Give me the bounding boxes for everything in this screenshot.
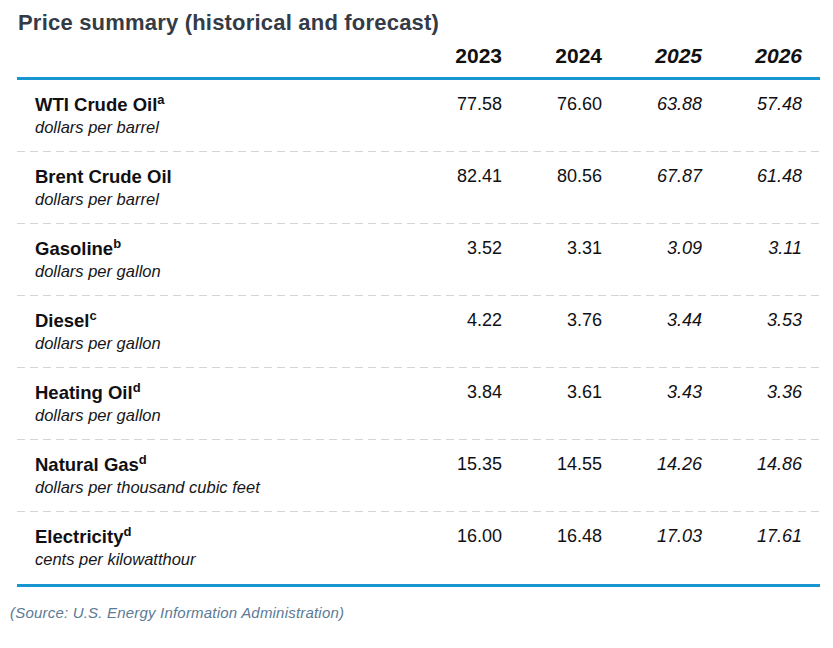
- table-row: Natural Gasddollars per thousand cubic f…: [17, 440, 820, 512]
- year-header-2024: 2024: [520, 38, 620, 79]
- price-value-2026: 17.61: [720, 512, 820, 586]
- year-header-row: 2023202420252026: [17, 38, 820, 79]
- price-value-2025: 67.87: [620, 152, 720, 224]
- commodity-label: Dieselc: [35, 309, 420, 332]
- price-value-2023: 77.58: [420, 79, 520, 153]
- price-value-2025: 17.03: [620, 512, 720, 586]
- price-value-2023: 4.22: [420, 296, 520, 368]
- table-row: WTI Crude Oiladollars per barrel77.5876.…: [17, 79, 820, 153]
- price-value-2026: 3.36: [720, 368, 820, 440]
- commodity-label: Natural Gasd: [35, 453, 420, 476]
- commodity-unit: dollars per gallon: [35, 332, 420, 356]
- commodity-label: WTI Crude Oila: [35, 93, 420, 116]
- price-value-2026: 14.86: [720, 440, 820, 512]
- corner-cell: [17, 38, 420, 79]
- price-value-2025: 63.88: [620, 79, 720, 153]
- price-value-2023: 3.84: [420, 368, 520, 440]
- footnote-marker: d: [139, 452, 147, 467]
- commodity-unit: cents per kilowatthour: [35, 548, 420, 572]
- commodity-unit: dollars per thousand cubic feet: [35, 476, 420, 500]
- footnote-marker: d: [123, 524, 131, 539]
- year-header-2026: 2026: [720, 38, 820, 79]
- footnote-marker: b: [113, 236, 121, 251]
- table-row: Gasolinebdollars per gallon3.523.313.093…: [17, 224, 820, 296]
- commodity-cell: Electricitydcents per kilowatthour: [17, 512, 420, 586]
- commodity-label: Brent Crude Oil: [35, 165, 420, 188]
- price-value-2024: 3.61: [520, 368, 620, 440]
- year-header-2025: 2025: [620, 38, 720, 79]
- footnote-marker: a: [157, 92, 164, 107]
- price-value-2024: 3.76: [520, 296, 620, 368]
- footnote-marker: c: [90, 308, 97, 323]
- commodity-cell: Dieselcdollars per gallon: [17, 296, 420, 368]
- table-header: 2023202420252026: [17, 38, 820, 79]
- commodity-label: Heating Oild: [35, 381, 420, 404]
- price-value-2025: 3.44: [620, 296, 720, 368]
- price-value-2026: 3.11: [720, 224, 820, 296]
- commodity-unit: dollars per gallon: [35, 260, 420, 284]
- price-value-2024: 16.48: [520, 512, 620, 586]
- commodity-unit: dollars per gallon: [35, 404, 420, 428]
- table-row: Brent Crude Oildollars per barrel82.4180…: [17, 152, 820, 224]
- price-value-2024: 3.31: [520, 224, 620, 296]
- commodity-cell: Brent Crude Oildollars per barrel: [17, 152, 420, 224]
- commodity-cell: Natural Gasddollars per thousand cubic f…: [17, 440, 420, 512]
- price-value-2023: 3.52: [420, 224, 520, 296]
- price-value-2023: 15.35: [420, 440, 520, 512]
- commodity-label: Electricityd: [35, 525, 420, 548]
- year-header-2023: 2023: [420, 38, 520, 79]
- price-value-2023: 82.41: [420, 152, 520, 224]
- commodity-unit: dollars per barrel: [35, 188, 420, 212]
- page: Price summary (historical and forecast) …: [0, 0, 833, 621]
- price-value-2026: 3.53: [720, 296, 820, 368]
- footnote-marker: d: [133, 380, 141, 395]
- commodity-cell: Heating Oilddollars per gallon: [17, 368, 420, 440]
- price-value-2025: 14.26: [620, 440, 720, 512]
- price-value-2025: 3.43: [620, 368, 720, 440]
- commodity-cell: Gasolinebdollars per gallon: [17, 224, 420, 296]
- price-value-2026: 61.48: [720, 152, 820, 224]
- page-title: Price summary (historical and forecast): [18, 10, 821, 36]
- price-value-2023: 16.00: [420, 512, 520, 586]
- table-body: WTI Crude Oiladollars per barrel77.5876.…: [17, 79, 820, 586]
- price-value-2024: 14.55: [520, 440, 620, 512]
- commodity-cell: WTI Crude Oiladollars per barrel: [17, 79, 420, 153]
- price-value-2024: 76.60: [520, 79, 620, 153]
- price-value-2024: 80.56: [520, 152, 620, 224]
- table-row: Dieselcdollars per gallon4.223.763.443.5…: [17, 296, 820, 368]
- table-row: Heating Oilddollars per gallon3.843.613.…: [17, 368, 820, 440]
- price-summary-table: 2023202420252026 WTI Crude Oiladollars p…: [17, 38, 820, 587]
- price-value-2025: 3.09: [620, 224, 720, 296]
- commodity-label: Gasolineb: [35, 237, 420, 260]
- commodity-unit: dollars per barrel: [35, 116, 420, 140]
- price-value-2026: 57.48: [720, 79, 820, 153]
- source-note: (Source: U.S. Energy Information Adminis…: [10, 604, 821, 621]
- table-row: Electricitydcents per kilowatthour16.001…: [17, 512, 820, 586]
